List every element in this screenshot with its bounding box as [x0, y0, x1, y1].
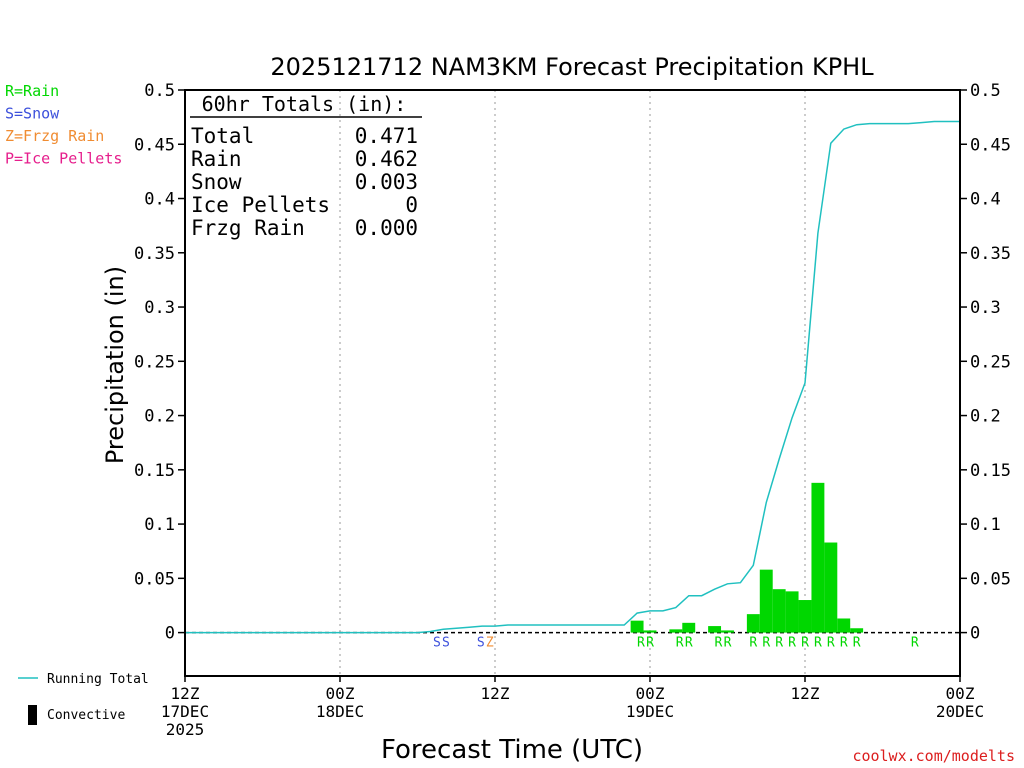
precip-type-marker: S — [477, 636, 485, 651]
running-total-line — [185, 120, 960, 634]
precip-bar — [824, 542, 838, 633]
precip-bar — [643, 630, 657, 633]
type-legend-item: P=Ice Pellets — [5, 150, 122, 168]
precip-type-marker: R — [715, 636, 723, 651]
precip-type-marker: R — [762, 636, 770, 651]
totals-row-value: 0.000 — [355, 216, 418, 240]
precip-type-marker: R — [814, 636, 822, 651]
y-axis-label: Precipitation (in) — [101, 266, 129, 464]
precip-bar — [682, 622, 696, 633]
precip-bar — [630, 620, 644, 633]
totals-row-value: 0.003 — [355, 170, 418, 194]
plot-frame — [184, 89, 961, 677]
precip-type-marker: Z — [486, 636, 494, 651]
precip-type-marker: R — [840, 636, 848, 651]
precip-type-marker: R — [749, 636, 757, 651]
y-tick-label-right: 0.1 — [970, 515, 1001, 535]
precip-bar — [759, 569, 773, 633]
y-tick-label-right: 0.15 — [970, 461, 1011, 481]
x-axis-label: Forecast Time (UTC) — [381, 735, 643, 765]
x-tick-label: 12Z — [481, 684, 510, 703]
series-legend-label: Convective — [47, 708, 125, 723]
y-tick-label-left: 0.45 — [134, 135, 175, 155]
x-tick-label: 19DEC — [626, 702, 674, 721]
totals-heading: 60hr Totals (in): — [202, 92, 407, 116]
x-tick-label: 18DEC — [316, 702, 364, 721]
precip-type-marker: R — [646, 636, 654, 651]
totals-row-label: Total — [191, 124, 254, 148]
x-tick-label: 12Z — [791, 684, 820, 703]
series-legend-label: Running Total — [47, 672, 149, 687]
y-tick-label-left: 0.4 — [144, 190, 175, 210]
y-tick-label-right: 0.05 — [970, 569, 1011, 589]
y-tick-label-left: 0.25 — [134, 352, 175, 372]
y-tick-label-left: 0.35 — [134, 244, 175, 264]
precip-type-marker: R — [827, 636, 835, 651]
x-tick-label: 2025 — [166, 720, 205, 739]
totals-row-label: Snow — [191, 170, 242, 194]
y-tick-label-right: 0.5 — [970, 81, 1001, 101]
x-tick-label: 17DEC — [161, 702, 209, 721]
precip-type-marker: R — [853, 636, 861, 651]
precip-bar — [837, 618, 851, 633]
precip-bar — [850, 628, 864, 633]
precip-type-marker: R — [637, 636, 645, 651]
precip-type-marker: R — [801, 636, 809, 651]
totals-row-value: 0 — [405, 193, 418, 217]
precip-type-marker: S — [442, 636, 450, 651]
precip-bar — [708, 626, 722, 633]
y-tick-label-right: 0 — [970, 624, 980, 644]
x-tick-label: 00Z — [946, 684, 975, 703]
precip-bar — [746, 614, 760, 633]
x-tick-label: 12Z — [171, 684, 200, 703]
y-tick-label-left: 0.1 — [144, 515, 175, 535]
precip-bar — [811, 482, 825, 633]
type-legend-item: R=Rain — [5, 82, 59, 100]
plot-area: S S S Z R R R R R R R R R R R R R R R R0 00.05 0.050.1 0.10.15… — [134, 81, 1011, 739]
totals-row-label: Rain — [191, 147, 242, 171]
y-tick-label-left: 0.15 — [134, 461, 175, 481]
y-tick-label-left: 0.2 — [144, 407, 175, 427]
precip-bar — [772, 589, 786, 633]
precip-type-marker: R — [788, 636, 796, 651]
totals-row-value: 0.462 — [355, 147, 418, 171]
totals-row-label: Frzg Rain — [191, 216, 305, 240]
y-tick-label-right: 0.45 — [970, 135, 1011, 155]
y-tick-label-left: 0.05 — [134, 569, 175, 589]
precip-type-marker: R — [911, 636, 919, 651]
precip-type-marker: R — [775, 636, 783, 651]
y-tick-label-right: 0.4 — [970, 190, 1001, 210]
precip-type-marker: S — [433, 636, 441, 651]
precip-bar — [669, 629, 683, 633]
y-tick-label-right: 0.2 — [970, 407, 1001, 427]
totals-row-label: Ice Pellets — [191, 193, 330, 217]
type-legend-item: S=Snow — [5, 105, 60, 123]
precip-bar — [798, 600, 812, 633]
precip-type-marker: R — [724, 636, 732, 651]
y-tick-label-left: 0.5 — [144, 81, 175, 101]
convective-legend-swatch — [28, 705, 37, 725]
y-tick-label-left: 0 — [165, 624, 175, 644]
y-tick-label-right: 0.3 — [970, 298, 1001, 318]
y-tick-label-left: 0.3 — [144, 298, 175, 318]
x-tick-label: 20DEC — [936, 702, 984, 721]
precip-bar — [721, 630, 734, 633]
y-tick-label-right: 0.35 — [970, 244, 1011, 264]
type-legend-item: Z=Frzg Rain — [5, 127, 104, 145]
y-tick-label-right: 0.25 — [970, 352, 1011, 372]
precip-type-marker: R — [685, 636, 693, 651]
precip-type-marker: R — [676, 636, 684, 651]
precip-bar — [785, 591, 799, 633]
x-tick-label: 00Z — [636, 684, 665, 703]
totals-row-value: 0.471 — [355, 124, 418, 148]
x-tick-label: 00Z — [326, 684, 355, 703]
chart-title: 2025121712 NAM3KM Forecast Precipitation… — [270, 53, 874, 81]
credit-text: coolwx.com/modelts — [852, 747, 1015, 765]
